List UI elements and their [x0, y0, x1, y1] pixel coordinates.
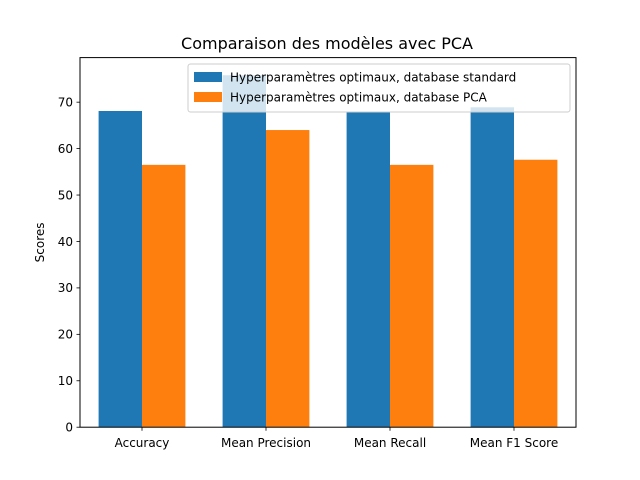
x-tick-label-accuracy: Accuracy — [115, 436, 170, 450]
bar-series2-mean-f1-score — [514, 159, 558, 428]
x-tick-label-mean-precision: Mean Precision — [221, 436, 311, 450]
bar-series2-mean-recall — [390, 164, 434, 428]
x-tick-label-mean-recall: Mean Recall — [354, 436, 426, 450]
y-tick-label: 70 — [58, 95, 73, 109]
y-axis-label: Scores — [33, 222, 47, 262]
legend: Hyperparamètres optimaux, database stand… — [187, 63, 571, 113]
bar-series1-mean-f1-score — [470, 107, 514, 428]
y-tick-label: 10 — [58, 374, 73, 388]
bars-group — [98, 75, 558, 428]
legend-swatch-2 — [194, 92, 222, 102]
bar-series1-accuracy — [98, 110, 142, 428]
y-tick-label: 40 — [58, 235, 73, 249]
plot-frame — [79, 57, 577, 428]
x-axis: Accuracy Mean Precision Mean Recall Mean F1… — [115, 427, 558, 450]
y-axis: 0 10 20 30 40 50 60 70 — [58, 95, 80, 435]
bar-series2-accuracy — [142, 164, 186, 428]
chart-title: Comparaison des modèles avec PCA — [181, 34, 473, 53]
bar-series1-mean-recall — [346, 111, 390, 428]
y-tick-label: 30 — [58, 281, 73, 295]
y-tick-label: 50 — [58, 188, 73, 202]
y-tick-label: 0 — [65, 421, 73, 435]
bar-series2-mean-precision — [266, 130, 310, 428]
legend-label-1: Hyperparamètres optimaux, database stand… — [230, 71, 516, 85]
y-tick-label: 20 — [58, 328, 73, 342]
legend-label-2: Hyperparamètres optimaux, database PCA — [230, 91, 488, 105]
y-tick-label: 60 — [58, 142, 73, 156]
bar-series1-mean-precision — [222, 75, 266, 428]
legend-box — [187, 63, 571, 113]
legend-swatch-1 — [194, 72, 222, 82]
x-tick-label-mean-f1-score: Mean F1 Score — [470, 436, 558, 450]
